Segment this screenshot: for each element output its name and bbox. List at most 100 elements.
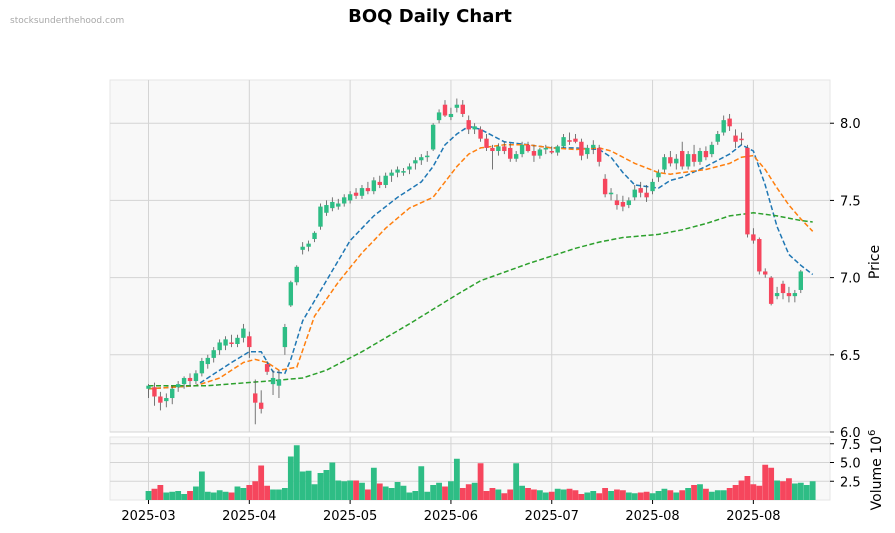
tick-labels: 6.0 6.5 7.0 7.5 8.0 2.5 5.0 7.5 2025-03 2025-04 20… xyxy=(121,117,860,524)
x-tick-label: 2025-04 xyxy=(222,509,276,524)
candle-body xyxy=(543,147,549,150)
candle-body xyxy=(709,144,715,155)
volume-bar xyxy=(329,462,336,500)
price-tick-label: 7.0 xyxy=(840,272,861,287)
volume-bar xyxy=(412,491,419,500)
volume-tick-label: 2.5 xyxy=(840,475,861,490)
candle-body xyxy=(798,271,803,290)
candle-body xyxy=(276,379,282,386)
price-tick-label: 8.0 xyxy=(840,117,861,132)
candle-body xyxy=(448,113,454,118)
x-tick-label: 2025-05 xyxy=(323,509,377,524)
volume-bar xyxy=(548,491,555,500)
volume-bar xyxy=(323,470,330,500)
candle-body xyxy=(792,293,798,297)
candle-body xyxy=(365,188,371,192)
candle-body xyxy=(768,277,774,304)
candle-body xyxy=(294,266,299,283)
candle-body xyxy=(727,118,732,127)
candle-body xyxy=(508,147,513,159)
candlesticks xyxy=(146,98,803,425)
candle-body xyxy=(258,402,264,409)
volume-bar xyxy=(465,484,472,500)
candle-body xyxy=(193,373,199,382)
candle-body xyxy=(353,192,359,196)
candle-body xyxy=(525,144,531,152)
price-tick-label: 6.5 xyxy=(840,349,861,364)
candle-body xyxy=(288,282,294,306)
volume-bar xyxy=(738,480,745,500)
volume-bar xyxy=(317,473,324,500)
candle-body xyxy=(158,396,163,403)
candle-body xyxy=(632,189,637,198)
x-tick-label: 2025-08 xyxy=(726,509,780,524)
volume-bar xyxy=(477,463,484,500)
volume-bar xyxy=(732,485,739,500)
candle-body xyxy=(419,157,424,161)
volume-bar xyxy=(187,491,193,500)
candle-body xyxy=(359,188,365,196)
volume-tick-label: 7.5 xyxy=(840,438,861,453)
candle-body xyxy=(211,350,216,358)
volume-bar xyxy=(525,488,531,500)
candle-body xyxy=(573,138,578,142)
candle-body xyxy=(466,120,471,130)
candle-body xyxy=(513,154,519,159)
volume-bar xyxy=(293,445,300,500)
volume-bar xyxy=(720,490,727,500)
candle-body xyxy=(478,129,483,139)
volume-axis-label: Volume 106 xyxy=(867,430,885,511)
volume-bar xyxy=(376,483,383,500)
candle-body xyxy=(383,175,388,185)
candle-body xyxy=(685,154,691,167)
volume-bar xyxy=(471,482,478,500)
volume-bar xyxy=(240,488,247,500)
volume-bar xyxy=(513,463,520,500)
volume-bar xyxy=(661,488,668,500)
grid-lines xyxy=(110,80,830,500)
volume-bar xyxy=(750,484,757,500)
candle-body xyxy=(537,149,543,156)
volume-bar xyxy=(726,488,733,500)
candle-body xyxy=(217,342,222,351)
candle-body xyxy=(502,146,507,152)
candle-body xyxy=(472,126,477,130)
volume-bar xyxy=(697,484,703,500)
candle-body xyxy=(229,342,234,344)
candle-body xyxy=(205,357,210,365)
volume-bars xyxy=(145,445,816,500)
volume-bar xyxy=(270,489,276,500)
candle-body xyxy=(330,201,335,209)
volume-bar xyxy=(151,488,158,500)
volume-bar xyxy=(554,488,561,500)
candle-body xyxy=(620,201,626,207)
volume-bar xyxy=(762,464,769,500)
price-panel-background xyxy=(109,79,831,433)
candle-body xyxy=(697,151,703,162)
candle-body xyxy=(300,246,305,250)
volume-bar xyxy=(703,488,709,500)
candle-body xyxy=(264,364,270,372)
candle-body xyxy=(454,104,460,108)
volume-bar xyxy=(145,491,152,500)
volume-bar xyxy=(388,488,395,500)
volume-bar xyxy=(602,488,609,500)
candle-body xyxy=(235,337,240,344)
candle-body xyxy=(662,157,667,170)
volume-bar xyxy=(281,488,288,500)
candle-body xyxy=(146,385,151,389)
volume-bar xyxy=(531,489,537,500)
candle-body xyxy=(774,293,780,297)
volume-bar xyxy=(768,467,775,500)
volume-bar xyxy=(169,491,176,500)
volume-bar xyxy=(264,485,270,500)
candle-body xyxy=(164,398,169,402)
volume-bar xyxy=(370,467,377,500)
volume-bar xyxy=(382,486,389,500)
volume-bar xyxy=(685,488,692,500)
candle-body xyxy=(484,138,489,148)
volume-bar xyxy=(643,491,650,500)
candle-body xyxy=(199,360,205,374)
volume-bar xyxy=(673,492,680,500)
candle-body xyxy=(786,293,792,297)
